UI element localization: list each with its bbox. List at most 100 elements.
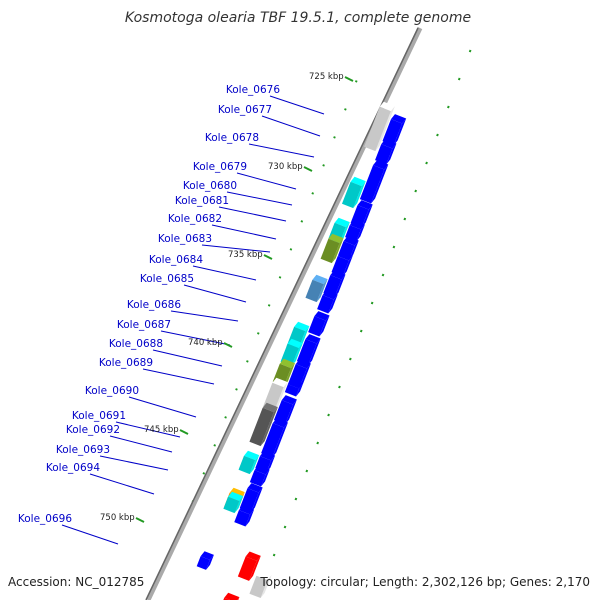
track-tick (327, 413, 330, 417)
forward-gene-block (196, 551, 214, 570)
leader-line (236, 172, 297, 190)
leader-line (61, 524, 119, 545)
leader-line (109, 435, 173, 453)
track-tick (294, 497, 298, 501)
leader-line (170, 310, 239, 322)
scale-label: 745 kbp (144, 425, 179, 435)
gene-label[interactable]: Kole_0688 (109, 338, 163, 350)
leader-line (201, 244, 271, 253)
leader-line (99, 455, 169, 471)
dotted-tracks (180, 49, 472, 557)
gene-label[interactable]: Kole_0696 (18, 513, 72, 525)
feature-layer (196, 101, 407, 600)
track-tick (300, 220, 304, 223)
track-tick (322, 164, 325, 167)
feature-block (341, 176, 366, 209)
gene-label[interactable]: Kole_0691 (72, 410, 126, 422)
track-tick (305, 469, 309, 473)
gene-label-layer: Kole_0676 Kole_0677 Kole_0678 Kole_0679 Kole… (18, 84, 280, 525)
track-tick (403, 217, 407, 221)
genome-stats-text: Topology: circular; Length: 2,302,126 bp… (259, 575, 590, 589)
track-tick (316, 441, 320, 445)
gene-label[interactable]: Kole_0676 (226, 84, 280, 96)
forward-gene-block (375, 139, 397, 165)
track-tick (267, 304, 271, 307)
track-tick (202, 472, 206, 475)
track-tick (224, 416, 227, 419)
track-tick (338, 385, 341, 389)
track-tick (381, 273, 385, 277)
gene-label[interactable]: Kole_0681 (175, 195, 229, 207)
leader-line (248, 143, 315, 158)
gene-label[interactable]: Kole_0683 (158, 233, 212, 245)
track-tick (289, 248, 293, 251)
track-tick (414, 189, 418, 193)
feature-block (223, 491, 244, 514)
scale-tick (179, 429, 189, 435)
feature-block (238, 450, 260, 475)
scale-label: 730 kbp (268, 162, 303, 172)
leader-line (183, 284, 247, 303)
gene-label[interactable]: Kole_0685 (140, 273, 194, 285)
leader-line (142, 368, 215, 385)
reverse-gene-block (237, 551, 261, 581)
gene-label[interactable]: Kole_0679 (193, 161, 247, 173)
track-tick (333, 136, 336, 139)
forward-gene-block (284, 379, 304, 397)
forward-gene-block (273, 395, 297, 425)
track-tick (359, 329, 363, 333)
gene-label[interactable]: Kole_0677 (218, 104, 272, 116)
track-tick (283, 525, 287, 529)
gene-label[interactable]: Kole_0693 (56, 444, 110, 456)
leader-line (115, 421, 181, 438)
feature-block (320, 233, 344, 264)
gene-label[interactable]: Kole_0678 (205, 132, 259, 144)
gene-label[interactable]: Kole_0690 (85, 385, 139, 397)
leader-line (152, 349, 223, 367)
gene-label[interactable]: Kole_0692 (66, 424, 120, 436)
leader-line (211, 224, 277, 240)
track-tick (436, 133, 439, 137)
leader-line (261, 115, 321, 137)
track-tick (354, 80, 358, 83)
track-tick (425, 161, 428, 165)
gene-label[interactable]: Kole_0694 (46, 462, 100, 474)
scale-label-layer: 725 kbp 730 kbp 735 kbp 740 kbp 745 kbp 750 k… (100, 72, 354, 523)
scale-label: 725 kbp (309, 72, 344, 82)
scale-tick (344, 76, 354, 82)
track-tick (278, 276, 282, 279)
forward-gene-block (296, 334, 321, 366)
leader-line (89, 473, 155, 495)
track-tick (468, 49, 472, 53)
leader-line (160, 330, 231, 346)
forward-gene-block (249, 465, 270, 487)
feature-block (249, 402, 278, 447)
scale-tick (303, 166, 313, 172)
track-tick (447, 105, 450, 109)
leader-line (218, 206, 287, 222)
forward-gene-block (317, 290, 338, 314)
track-tick (349, 357, 352, 361)
gene-label[interactable]: Kole_0687 (117, 319, 171, 331)
gene-label[interactable]: Kole_0686 (127, 299, 181, 311)
leader-line (269, 95, 325, 115)
leader-line (192, 265, 257, 281)
forward-gene-block (382, 114, 407, 146)
track-tick (370, 301, 374, 305)
leader-line (128, 396, 197, 418)
track-tick (392, 245, 396, 249)
track-tick (311, 192, 314, 195)
accession-text: Accession: NC_012785 (8, 575, 144, 589)
gene-label[interactable]: Kole_0689 (99, 357, 153, 369)
track-tick (213, 444, 216, 447)
gene-label[interactable]: Kole_0682 (168, 213, 222, 225)
forward-gene-block (359, 160, 389, 204)
track-tick (457, 77, 461, 81)
gene-label[interactable]: Kole_0684 (149, 254, 203, 266)
gene-label[interactable]: Kole_0680 (183, 180, 237, 192)
label-leader-lines (61, 95, 325, 545)
scale-label: 735 kbp (228, 250, 263, 260)
track-tick (235, 388, 238, 391)
track-tick (256, 332, 260, 335)
